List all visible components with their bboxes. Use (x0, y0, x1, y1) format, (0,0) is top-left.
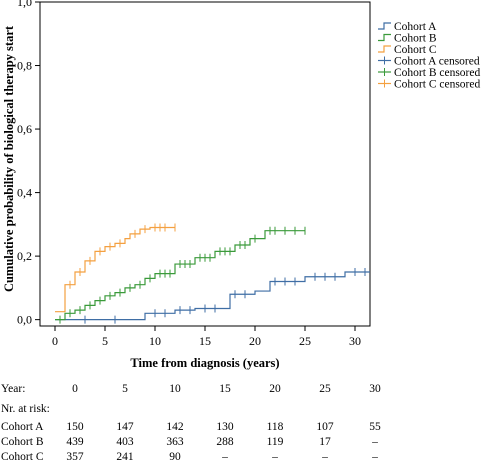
legend-label: Cohort A (394, 21, 437, 33)
legend-label: Cohort B censored (394, 67, 480, 79)
legend-label: Cohort A censored (394, 56, 480, 68)
risk-row-value: 118 (266, 421, 284, 433)
cohort-c-curve (55, 226, 175, 313)
risk-row-value: 17 (319, 436, 331, 448)
risk-row-value: – (372, 451, 378, 463)
risk-row-value: 241 (116, 451, 134, 463)
axes: 0 5 10 15 20 25 30 0,0 0,2 0,4 0,6 0,8 1,0 (17, 0, 361, 348)
km-chart: 0 5 10 15 20 25 30 0,0 0,2 0,4 0,6 0,8 1,0 Time from… (2, 0, 480, 370)
risk-row-value: 119 (266, 436, 284, 448)
y-tick-label: 0,8 (17, 59, 32, 73)
legend-label: Cohort B (394, 33, 437, 45)
risk-row-value: 439 (66, 436, 84, 448)
risk-row-value: – (372, 436, 378, 448)
legend-line-swatch (378, 45, 391, 53)
y-tick-label: 0,4 (17, 186, 32, 200)
y-tick-label: 0,6 (17, 122, 32, 136)
year-value: 20 (269, 383, 281, 395)
x-tick-label: 0 (52, 334, 58, 348)
cohort-a-curve (55, 271, 370, 321)
km-curves (55, 223, 370, 324)
risk-row-value: 142 (166, 421, 184, 433)
y-tick-label: 0,0 (17, 313, 32, 327)
year-value: 10 (169, 383, 181, 395)
x-tick-label: 10 (149, 334, 161, 348)
risk-row-value: 150 (66, 421, 84, 433)
plot-frame (39, 1, 371, 327)
y-tick-label: 0,2 (17, 249, 32, 263)
risk-row-value: 147 (116, 421, 134, 433)
risk-row-value: 363 (166, 436, 184, 448)
x-tick-label: 30 (349, 334, 361, 348)
year-value: 15 (219, 383, 231, 395)
risk-row-value: – (272, 451, 278, 463)
legend-line-swatch (378, 33, 391, 42)
legend-label: Cohort C (394, 44, 437, 56)
risk-row-label: Cohort B (1, 436, 44, 448)
risk-row-label: Cohort C (1, 451, 44, 463)
risk-row-value: 357 (66, 451, 84, 463)
at-risk-heading: Nr. at risk: (1, 403, 50, 415)
risk-row-value: 288 (216, 436, 234, 448)
plot-border (39, 1, 371, 327)
y-axis-label: Cumulative probability of biological the… (2, 25, 16, 292)
x-tick-label: 25 (299, 334, 311, 348)
y-tick-label: 1,0 (17, 0, 32, 9)
x-tick-label: 15 (199, 334, 211, 348)
risk-row-value: – (322, 451, 328, 463)
year-value: 0 (72, 383, 78, 395)
year-value: 30 (369, 383, 381, 395)
legend-label: Cohort C censored (394, 79, 480, 91)
risk-table: Year: 0 5 10 15 20 25 30 Nr. at risk: Cohort A 150… (0, 383, 488, 465)
x-axis-label: Time from diagnosis (years) (130, 356, 279, 370)
year-value: 5 (122, 383, 128, 395)
x-tick-label: 5 (102, 334, 108, 348)
legend-line-swatch (378, 22, 391, 30)
risk-row-value: 107 (316, 421, 334, 433)
risk-row-value: 55 (369, 421, 381, 433)
risk-row-value: 403 (116, 436, 134, 448)
risk-row-value: 130 (216, 421, 234, 433)
year-row-label: Year: (1, 383, 26, 395)
risk-row-value: 90 (169, 451, 181, 463)
x-tick-label: 20 (249, 334, 261, 348)
risk-row-value: – (222, 451, 228, 463)
year-value: 25 (319, 383, 331, 395)
risk-row-label: Cohort A (1, 421, 44, 433)
